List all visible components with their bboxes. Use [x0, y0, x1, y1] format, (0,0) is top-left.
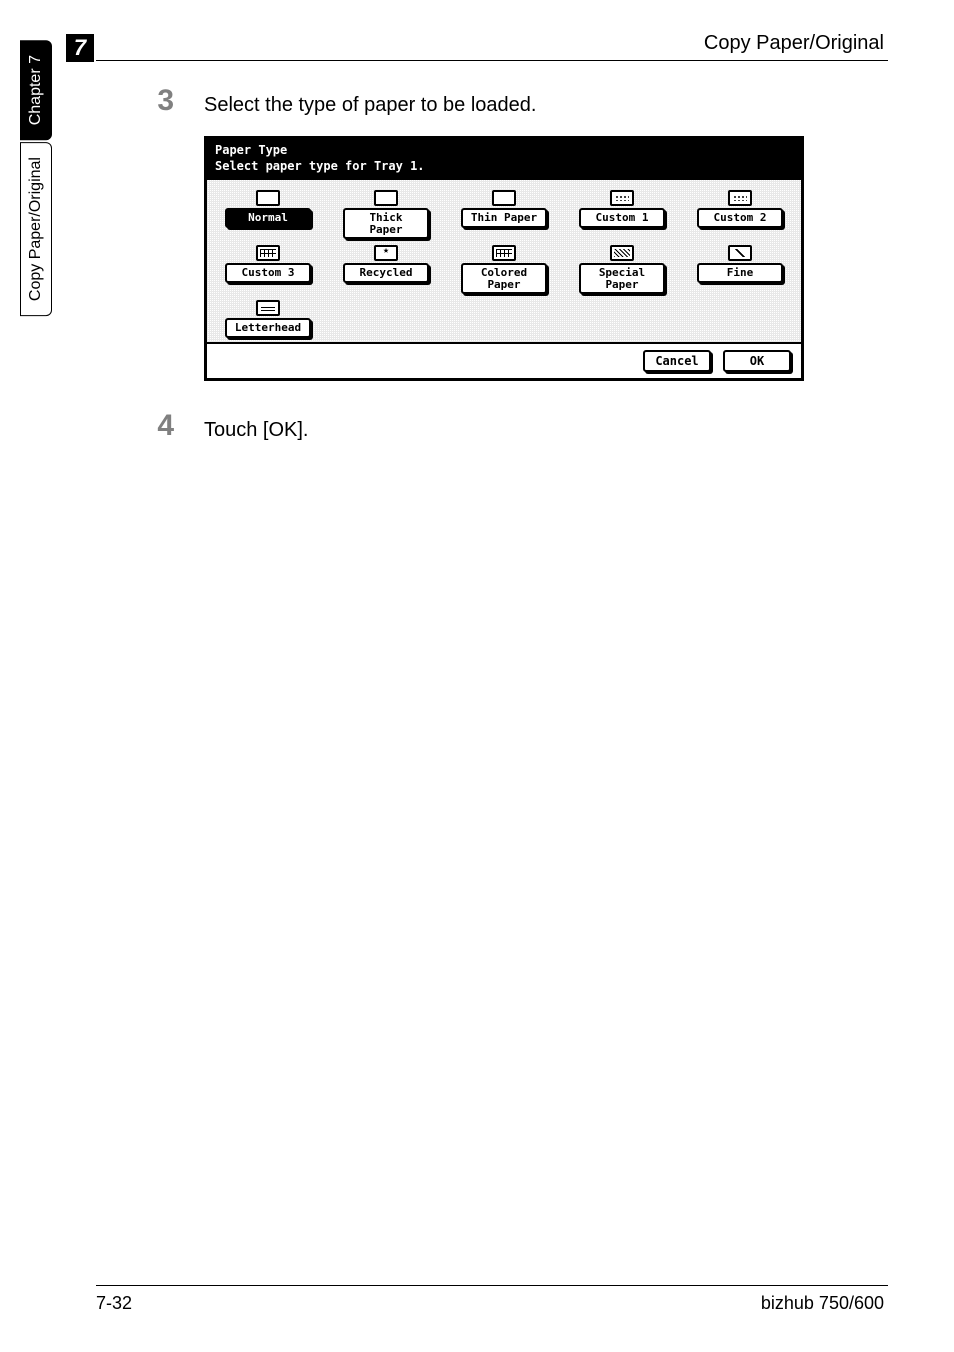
paper-type-grid: Normal Thick Paper Thin Paper Custom 1 Custo… [219, 190, 789, 338]
paper-type-special-paper[interactable]: Special Paper [573, 245, 671, 294]
lcd-footer: Cancel OK [207, 342, 801, 378]
paper-type-icon [374, 245, 398, 261]
paper-type-label: Recycled [343, 263, 429, 283]
paper-type-recycled[interactable]: Recycled [337, 245, 435, 294]
step-3: 3 Select the type of paper to be loaded. [150, 84, 884, 118]
paper-type-label: Custom 1 [579, 208, 665, 228]
paper-type-icon [728, 245, 752, 261]
side-tab-section: Copy Paper/Original [20, 142, 52, 316]
step-number: 3 [150, 84, 174, 118]
paper-type-label: Letterhead [225, 318, 311, 338]
lcd-body: Normal Thick Paper Thin Paper Custom 1 Custo… [207, 180, 801, 342]
lcd-panel: Paper Type Select paper type for Tray 1.… [204, 136, 804, 381]
ok-button[interactable]: OK [723, 350, 791, 372]
paper-type-label: Custom 3 [225, 263, 311, 283]
page-title: Copy Paper/Original [704, 32, 884, 55]
paper-type-icon [728, 190, 752, 206]
side-tab-chapter: Chapter 7 [20, 40, 52, 140]
paper-type-icon [374, 190, 398, 206]
paper-type-custom-2[interactable]: Custom 2 [691, 190, 789, 239]
lcd-subtitle: Select paper type for Tray 1. [215, 159, 793, 175]
lcd-header: Paper Type Select paper type for Tray 1. [207, 139, 801, 180]
cancel-button[interactable]: Cancel [643, 350, 711, 372]
step-text: Select the type of paper to be loaded. [204, 84, 536, 117]
side-tabs: Chapter 7 Copy Paper/Original [20, 40, 54, 318]
paper-type-thick-paper[interactable]: Thick Paper [337, 190, 435, 239]
step-4: 4 Touch [OK]. [150, 409, 884, 443]
paper-type-normal[interactable]: Normal [219, 190, 317, 239]
paper-type-label: Custom 2 [697, 208, 783, 228]
paper-type-label: Thick Paper [343, 208, 429, 239]
paper-type-colored-paper[interactable]: Colored Paper [455, 245, 553, 294]
paper-type-custom-3[interactable]: Custom 3 [219, 245, 317, 294]
model-name: bizhub 750/600 [761, 1293, 884, 1314]
paper-type-icon [256, 245, 280, 261]
paper-type-label: Fine [697, 263, 783, 283]
paper-type-label: Normal [225, 208, 311, 228]
paper-type-custom-1[interactable]: Custom 1 [573, 190, 671, 239]
paper-type-icon [610, 190, 634, 206]
paper-type-label: Special Paper [579, 263, 665, 294]
paper-type-letterhead[interactable]: Letterhead [219, 300, 317, 338]
paper-type-icon [610, 245, 634, 261]
paper-type-fine[interactable]: Fine [691, 245, 789, 294]
header-rule [96, 60, 888, 61]
paper-type-icon [492, 245, 516, 261]
step-number: 4 [150, 409, 174, 443]
paper-type-icon [492, 190, 516, 206]
content-area: 3 Select the type of paper to be loaded.… [150, 84, 884, 461]
step-text: Touch [OK]. [204, 409, 309, 442]
paper-type-thin-paper[interactable]: Thin Paper [455, 190, 553, 239]
page-number: 7-32 [96, 1293, 132, 1314]
lcd-title: Paper Type [215, 143, 793, 159]
paper-type-icon [256, 190, 280, 206]
paper-type-icon [256, 300, 280, 316]
chapter-badge: 7 [66, 34, 94, 62]
footer-rule [96, 1285, 888, 1286]
paper-type-label: Thin Paper [461, 208, 547, 228]
paper-type-label: Colored Paper [461, 263, 547, 294]
